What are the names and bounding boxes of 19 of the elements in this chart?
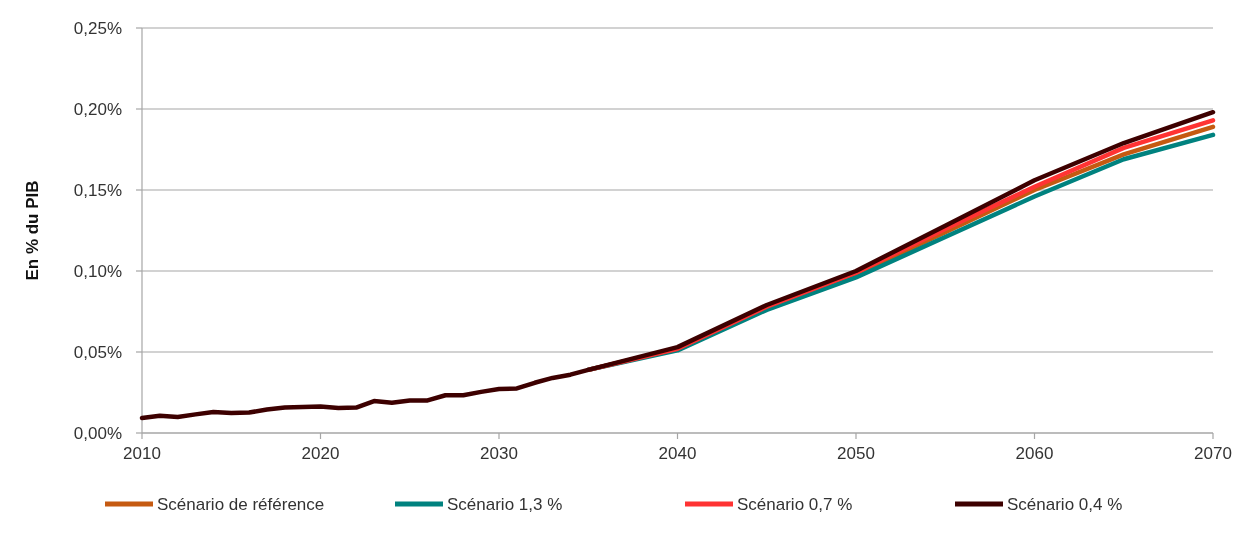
x-tick-label: 2050: [837, 444, 875, 463]
y-axis-title: En % du PIB: [23, 180, 42, 281]
legend-label: Scénario de référence: [157, 494, 325, 514]
y-tick-label: 0,00%: [73, 423, 122, 443]
legend-label: Scénario 0,4 %: [1007, 494, 1123, 514]
legend-label: Scénario 1,3 %: [447, 494, 563, 514]
x-tick-label: 2070: [1194, 444, 1232, 463]
x-tick-label: 2020: [301, 444, 340, 463]
y-tick-label: 0,05%: [73, 342, 122, 362]
y-tick-label: 0,15%: [73, 180, 122, 200]
legend-label: Scénario 0,7 %: [737, 494, 853, 514]
x-tick-label: 2010: [123, 444, 161, 463]
y-tick-label: 0,10%: [73, 261, 122, 281]
y-tick-label: 0,25%: [73, 18, 122, 38]
x-tick-label: 2040: [658, 444, 697, 463]
x-tick-label: 2060: [1015, 444, 1054, 463]
y-tick-label: 0,20%: [73, 99, 122, 119]
line-series: [139, 109, 1216, 421]
x-tick-label: 2030: [480, 444, 518, 463]
